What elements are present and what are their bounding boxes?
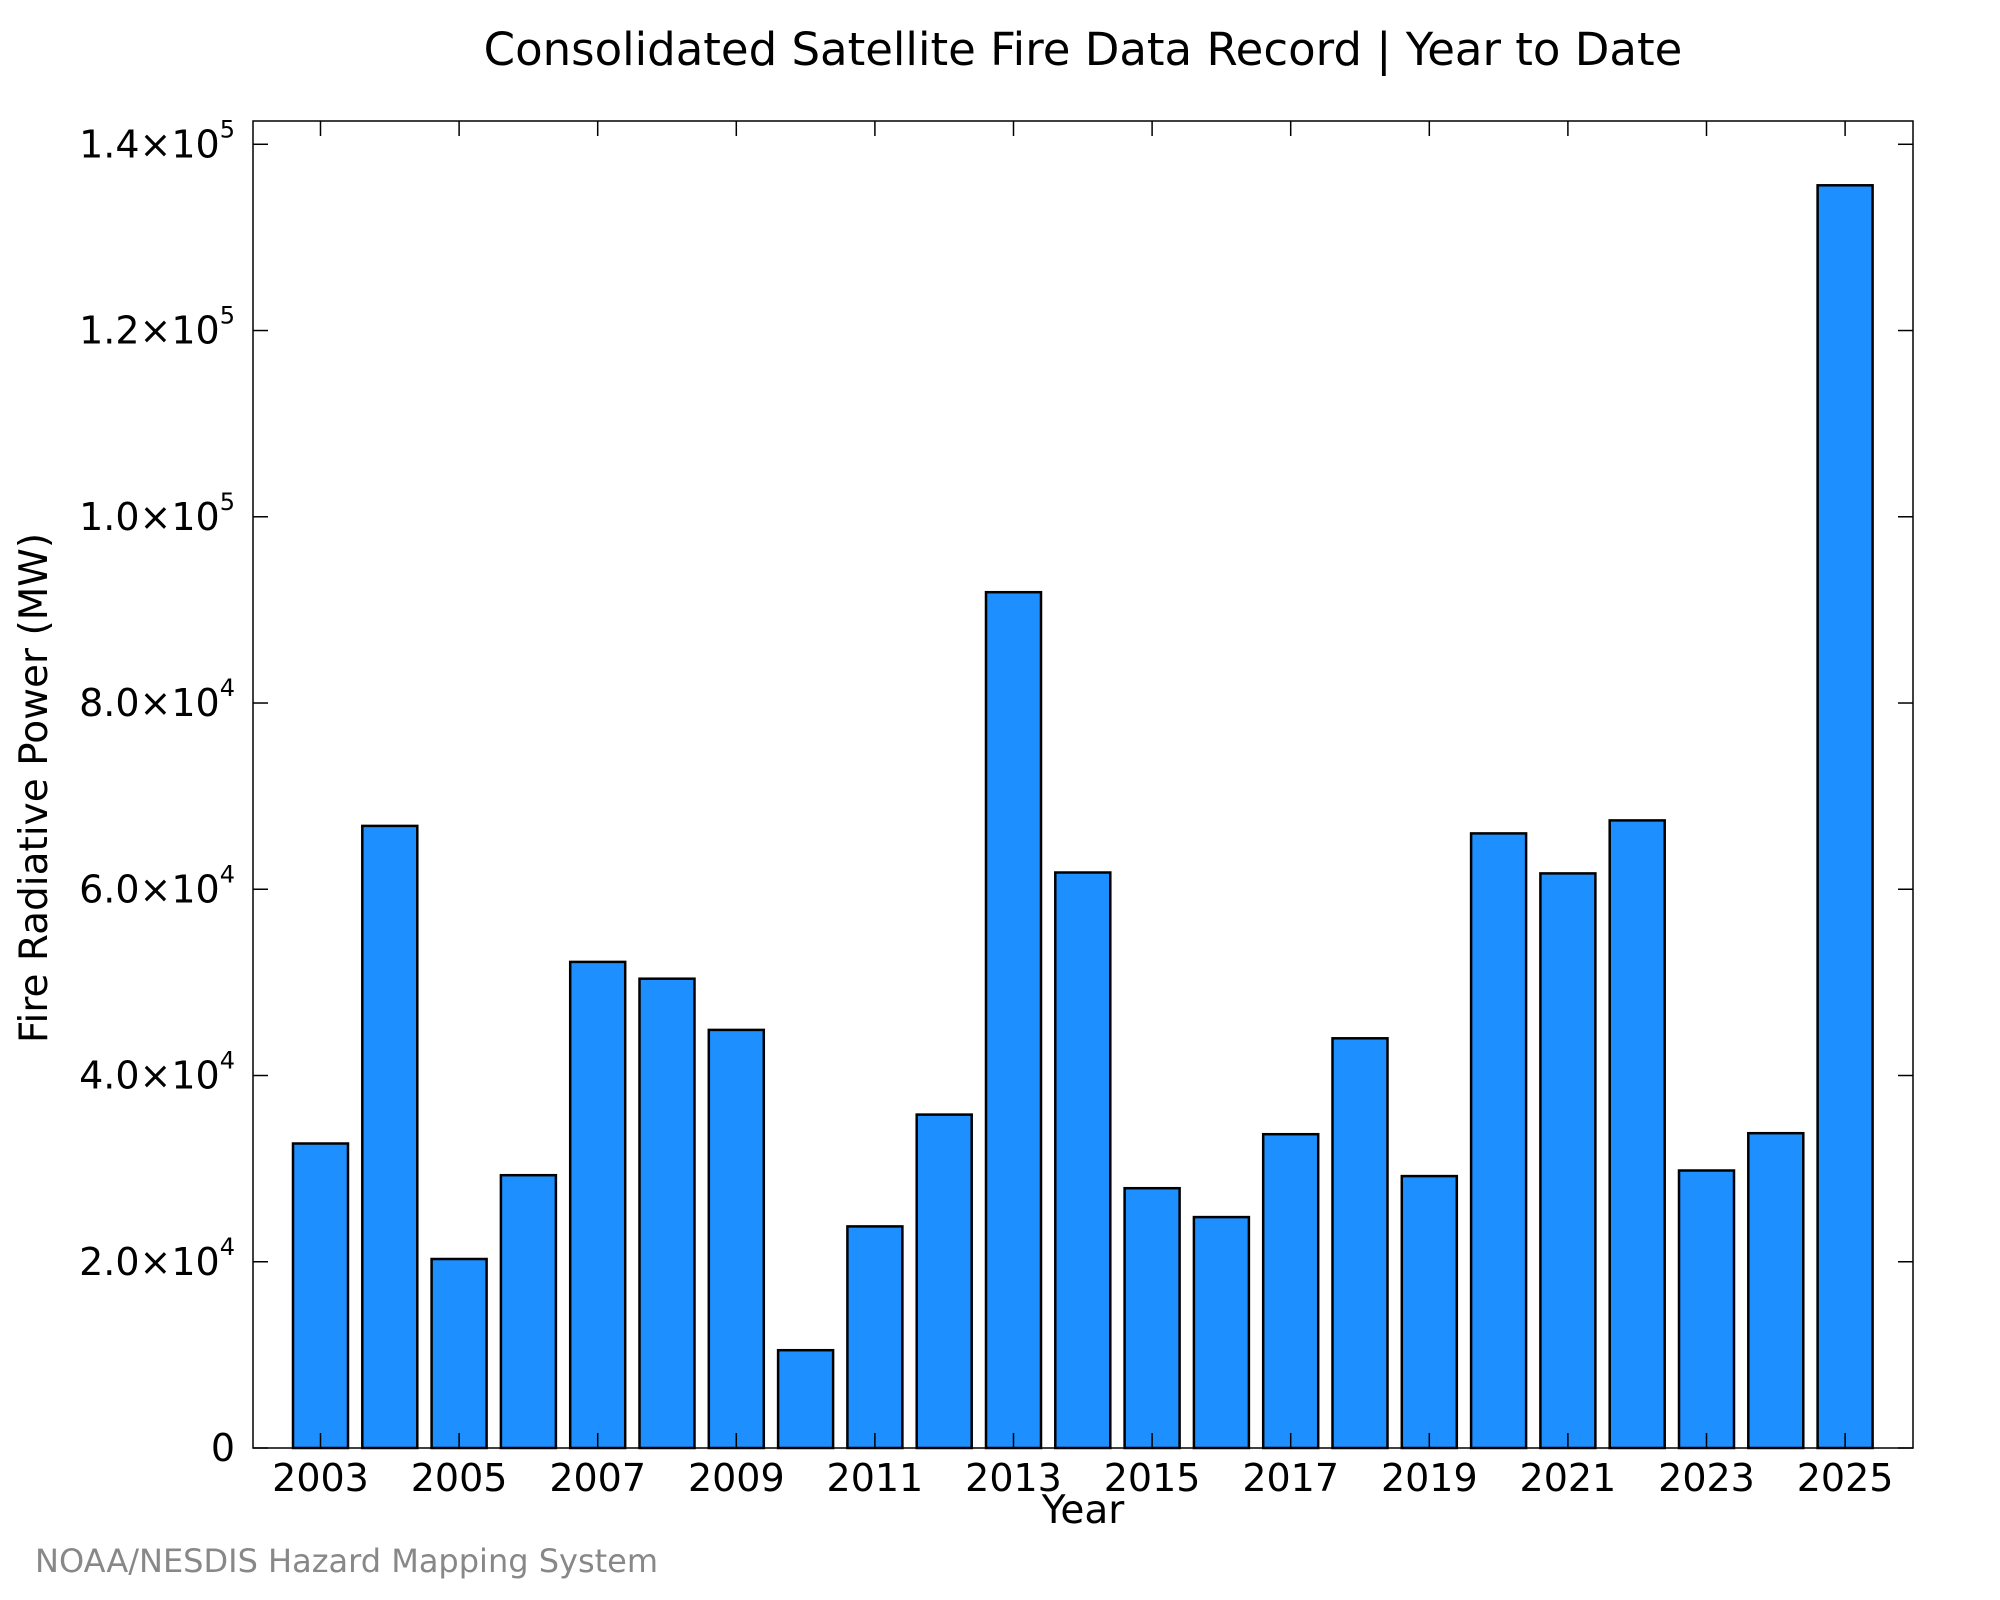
y-tick-mantissa: 2.0×10 (79, 1240, 220, 1284)
source-credit: NOAA/NESDIS Hazard Mapping System (35, 1542, 658, 1580)
x-tick-label: 2009 (688, 1456, 785, 1500)
y-tick-exponent: 4 (220, 1047, 235, 1075)
x-tick-label: 2017 (1242, 1456, 1339, 1500)
y-tick-mantissa: 1.0×10 (79, 495, 220, 539)
y-tick-exponent: 5 (220, 115, 235, 143)
y-tick-mantissa: 8.0×10 (79, 681, 220, 725)
y-tick-label: 8.0×104 (79, 674, 235, 725)
bar-2021 (1539, 872, 1597, 1450)
y-tick-label: 1.0×105 (79, 488, 235, 539)
bar-2023 (1677, 1169, 1736, 1450)
x-tick-label: 2007 (549, 1456, 646, 1500)
y-tick-exponent: 4 (220, 1233, 235, 1261)
x-tick-label: 2013 (965, 1456, 1062, 1500)
x-tick-label: 2005 (411, 1456, 508, 1500)
plot-frame (252, 120, 1914, 1449)
bar-2019 (1400, 1174, 1459, 1450)
bar-2017 (1261, 1132, 1320, 1450)
bar-2016 (1192, 1215, 1251, 1450)
x-tick-label: 2015 (1104, 1456, 1201, 1500)
bar-2006 (499, 1173, 558, 1450)
bar-2009 (707, 1028, 766, 1450)
bar-2020 (1469, 832, 1528, 1450)
y-tick-mantissa: 4.0×10 (79, 1054, 220, 1098)
x-tick-label: 2019 (1381, 1456, 1478, 1500)
y-tick-mantissa: 1.2×10 (79, 309, 220, 353)
y-axis-ticks: 02.0×1044.0×1046.0×1048.0×1041.0×1051.2×… (79, 115, 1913, 1470)
x-axis-ticks: 2003 2005 2007 2009 2011 2013 2015 2017 2019 2021… (272, 121, 1893, 1500)
bar-2018 (1331, 1037, 1389, 1450)
chart-title: Consolidated Satellite Fire Data Record … (484, 23, 1683, 76)
x-tick-label: 2023 (1658, 1456, 1755, 1500)
bar-2013 (984, 590, 1043, 1450)
bar-2011 (846, 1225, 904, 1450)
bar-2024 (1747, 1131, 1805, 1450)
x-axis-label: Year (1041, 1488, 1126, 1533)
x-tick-label: 2003 (272, 1456, 369, 1500)
y-tick-label: 2.0×104 (79, 1233, 235, 1284)
y-tick-label: 1.4×105 (79, 115, 235, 166)
y-tick-label: 1.2×105 (79, 302, 235, 353)
bar-group (291, 184, 1874, 1450)
bar-2010 (776, 1348, 835, 1450)
y-tick-exponent: 5 (220, 302, 235, 330)
y-tick-mantissa: 0 (211, 1426, 235, 1470)
bar-2004 (361, 824, 419, 1450)
y-tick-exponent: 4 (220, 860, 235, 888)
bar-2022 (1608, 819, 1666, 1450)
bar-2008 (638, 977, 696, 1450)
bar-2014 (1054, 871, 1112, 1450)
bar-2012 (915, 1113, 973, 1450)
x-tick-label: 2011 (827, 1456, 924, 1500)
y-axis-label: Fire Radiative Power (MW) (12, 533, 57, 1043)
y-tick-exponent: 4 (220, 674, 235, 702)
y-tick-mantissa: 1.4×10 (79, 122, 220, 166)
x-tick-label: 2021 (1520, 1456, 1617, 1500)
y-tick-exponent: 5 (220, 488, 235, 516)
bar-2007 (568, 960, 627, 1450)
bar-2015 (1123, 1186, 1181, 1450)
bar-2025 (1816, 184, 1874, 1450)
y-tick-label: 6.0×104 (79, 860, 235, 911)
y-tick-label: 0 (211, 1426, 235, 1470)
bar-2005 (430, 1257, 488, 1450)
x-tick-label: 2025 (1797, 1456, 1894, 1500)
y-tick-mantissa: 6.0×10 (79, 867, 220, 911)
y-tick-label: 4.0×104 (79, 1047, 235, 1098)
bar-2003 (291, 1142, 350, 1450)
